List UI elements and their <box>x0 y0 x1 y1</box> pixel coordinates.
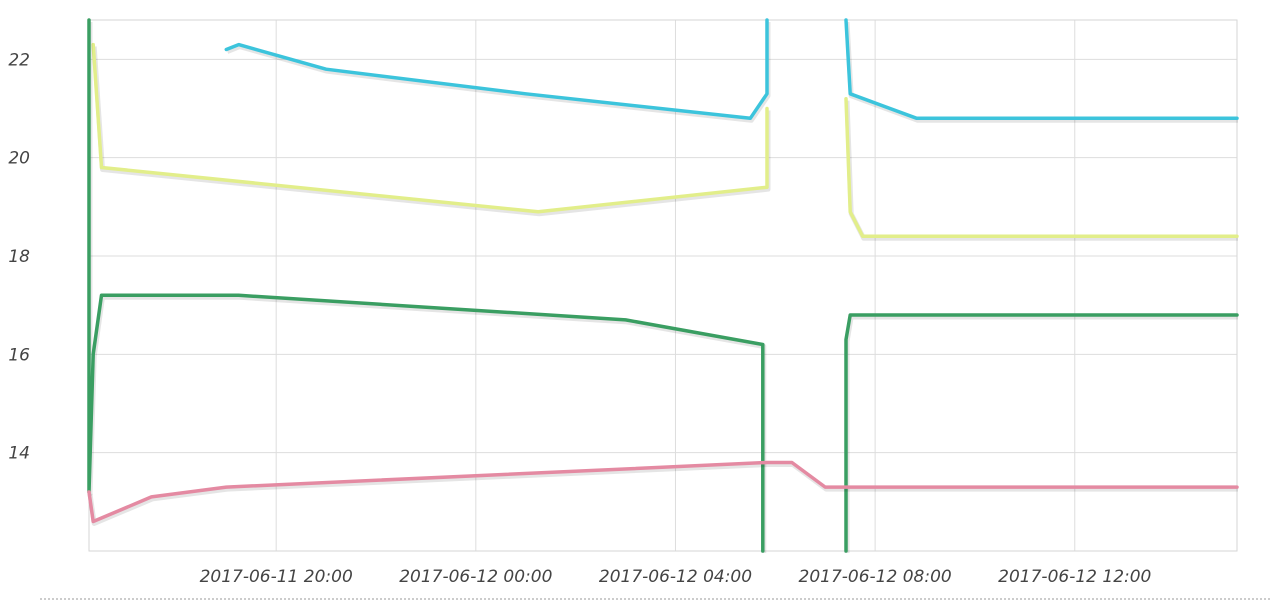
y-tick-label: 18 <box>8 247 30 267</box>
x-tick-label: 2017-06-12 04:00 <box>599 567 752 587</box>
series-line-segment <box>844 18 1239 121</box>
x-axis: 2017-06-11 20:00 2017-06-12 00:00 2017-06-… <box>200 567 1152 587</box>
series-line-shadow <box>87 22 767 553</box>
series-line-shadow <box>844 21 1238 123</box>
series-line-2 <box>91 42 1239 241</box>
y-tick-label: 22 <box>8 50 30 70</box>
series-line-shadow <box>226 22 771 123</box>
y-axis: 22 20 18 16 14 <box>8 50 30 463</box>
series-line-segment <box>224 18 769 121</box>
y-tick-label: 14 <box>8 444 30 464</box>
y-tick-label: 16 <box>8 345 30 365</box>
series-line-shadow <box>844 314 1238 553</box>
x-tick-label: 2017-06-11 20:00 <box>200 567 353 587</box>
y-tick-label: 20 <box>8 149 30 169</box>
series-line-shadow <box>87 462 1238 526</box>
series-line-3 <box>87 18 1239 553</box>
series-group <box>87 18 1239 553</box>
series-line-1 <box>224 18 1239 123</box>
series-line-segment <box>844 96 1239 239</box>
x-tick-label: 2017-06-12 00:00 <box>399 567 552 587</box>
bottom-divider <box>40 598 1270 600</box>
series-line-4 <box>87 460 1239 526</box>
series-line-shadow <box>91 46 771 217</box>
series-line-segment <box>87 18 765 553</box>
series-line-segment <box>844 313 1239 553</box>
x-tick-label: 2017-06-12 12:00 <box>998 567 1151 587</box>
series-line-segment <box>87 460 1239 524</box>
grid-lines <box>89 20 1237 551</box>
series-line-segment <box>91 42 769 214</box>
x-tick-label: 2017-06-12 08:00 <box>799 567 952 587</box>
